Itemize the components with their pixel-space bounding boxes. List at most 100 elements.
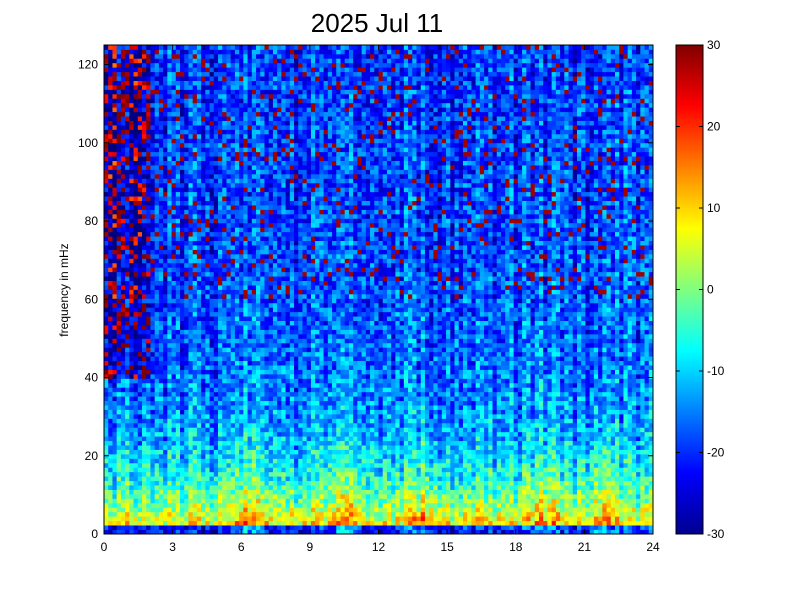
heatmap-cell — [175, 227, 181, 233]
heatmap-cell — [239, 147, 244, 153]
heatmap-cell — [150, 325, 156, 330]
heatmap-cell — [230, 49, 236, 55]
heatmap-cell — [289, 467, 295, 473]
heatmap-cell — [251, 53, 257, 59]
heatmap-cell — [142, 373, 147, 379]
heatmap-cell — [256, 85, 261, 90]
heatmap-cell — [218, 485, 223, 490]
heatmap-cell — [230, 329, 236, 335]
heatmap-cell — [112, 440, 118, 446]
heatmap-cell — [120, 236, 126, 241]
heatmap-cell — [201, 231, 206, 237]
heatmap-cell — [213, 209, 219, 215]
heatmap-cell — [188, 245, 194, 250]
heatmap-cell — [167, 107, 172, 113]
heatmap-cell — [256, 147, 261, 153]
heatmap-cell — [251, 307, 257, 313]
heatmap-cell — [104, 293, 109, 299]
heatmap-cell — [120, 271, 126, 277]
heatmap-cell — [239, 387, 244, 393]
heatmap-cell — [180, 213, 185, 219]
heatmap-cell — [104, 502, 109, 508]
heatmap-cell — [281, 516, 286, 522]
heatmap-cell — [277, 213, 282, 219]
heatmap-cell — [137, 245, 143, 250]
heatmap-cell — [239, 53, 244, 59]
heatmap-cell — [188, 85, 194, 90]
heatmap-cell — [277, 378, 282, 384]
heatmap-cell — [125, 307, 130, 313]
heatmap-cell — [205, 485, 210, 490]
heatmap-cell — [133, 258, 139, 264]
heatmap-cell — [175, 120, 181, 126]
heatmap-cell — [192, 476, 198, 482]
heatmap-cell — [137, 240, 143, 246]
heatmap-cell — [264, 525, 270, 530]
heatmap-cell — [188, 498, 194, 504]
heatmap-cell — [180, 529, 185, 535]
heatmap-cell — [281, 67, 286, 73]
heatmap-cell — [154, 369, 160, 375]
heatmap-cell — [120, 262, 126, 268]
heatmap-cell — [281, 311, 286, 317]
heatmap-cell — [112, 320, 118, 326]
heatmap-cell — [104, 76, 109, 81]
heatmap-cell — [234, 285, 240, 290]
heatmap-cell — [146, 458, 151, 464]
heatmap-cell — [281, 227, 286, 233]
heatmap-cell — [272, 391, 278, 397]
heatmap-cell — [150, 307, 156, 313]
heatmap-cell — [256, 133, 261, 139]
heatmap-cell — [108, 298, 113, 304]
heatmap-cell — [226, 320, 232, 326]
heatmap-cell — [158, 396, 164, 402]
heatmap-cell — [175, 458, 181, 464]
heatmap-cell — [175, 129, 181, 135]
heatmap-cell — [201, 520, 206, 526]
heatmap-cell — [218, 173, 223, 179]
heatmap-cell — [108, 338, 113, 344]
heatmap-cell — [251, 45, 257, 50]
heatmap-cell — [116, 178, 122, 184]
heatmap-cell — [281, 445, 286, 450]
heatmap-cell — [154, 373, 160, 379]
heatmap-cell — [272, 231, 278, 237]
heatmap-cell — [104, 360, 109, 366]
heatmap-cell — [289, 191, 295, 197]
heatmap-cell — [158, 151, 164, 157]
heatmap-cell — [205, 71, 210, 77]
heatmap-cell — [256, 480, 261, 486]
heatmap-cell — [201, 436, 206, 442]
heatmap-cell — [154, 396, 160, 402]
heatmap-cell — [247, 387, 253, 393]
heatmap-cell — [239, 436, 244, 442]
heatmap-cell — [256, 187, 261, 193]
heatmap-cell — [120, 227, 126, 233]
heatmap-cell — [180, 445, 185, 450]
heatmap-cell — [234, 227, 240, 233]
heatmap-cell — [104, 80, 109, 86]
heatmap-cell — [125, 520, 130, 526]
heatmap-cell — [129, 338, 134, 344]
heatmap-cell — [239, 133, 244, 139]
heatmap-cell — [120, 133, 126, 139]
heatmap-cell — [213, 249, 219, 255]
heatmap-cell — [125, 236, 130, 241]
heatmap-cell — [209, 71, 215, 77]
heatmap-cell — [201, 151, 206, 157]
heatmap-cell — [192, 467, 198, 473]
heatmap-cell — [272, 67, 278, 73]
heatmap-cell — [133, 98, 139, 104]
heatmap-cell — [226, 373, 232, 379]
heatmap-cell — [294, 440, 299, 446]
heatmap-cell — [120, 169, 126, 175]
heatmap-cell — [137, 191, 143, 197]
heatmap-cell — [251, 400, 257, 406]
heatmap-cell — [142, 413, 147, 419]
heatmap-cell — [171, 427, 177, 433]
heatmap-cell — [116, 373, 122, 379]
heatmap-cell — [247, 320, 253, 326]
heatmap-cell — [213, 227, 219, 233]
heatmap-cell — [142, 480, 147, 486]
heatmap-cell — [247, 191, 253, 197]
